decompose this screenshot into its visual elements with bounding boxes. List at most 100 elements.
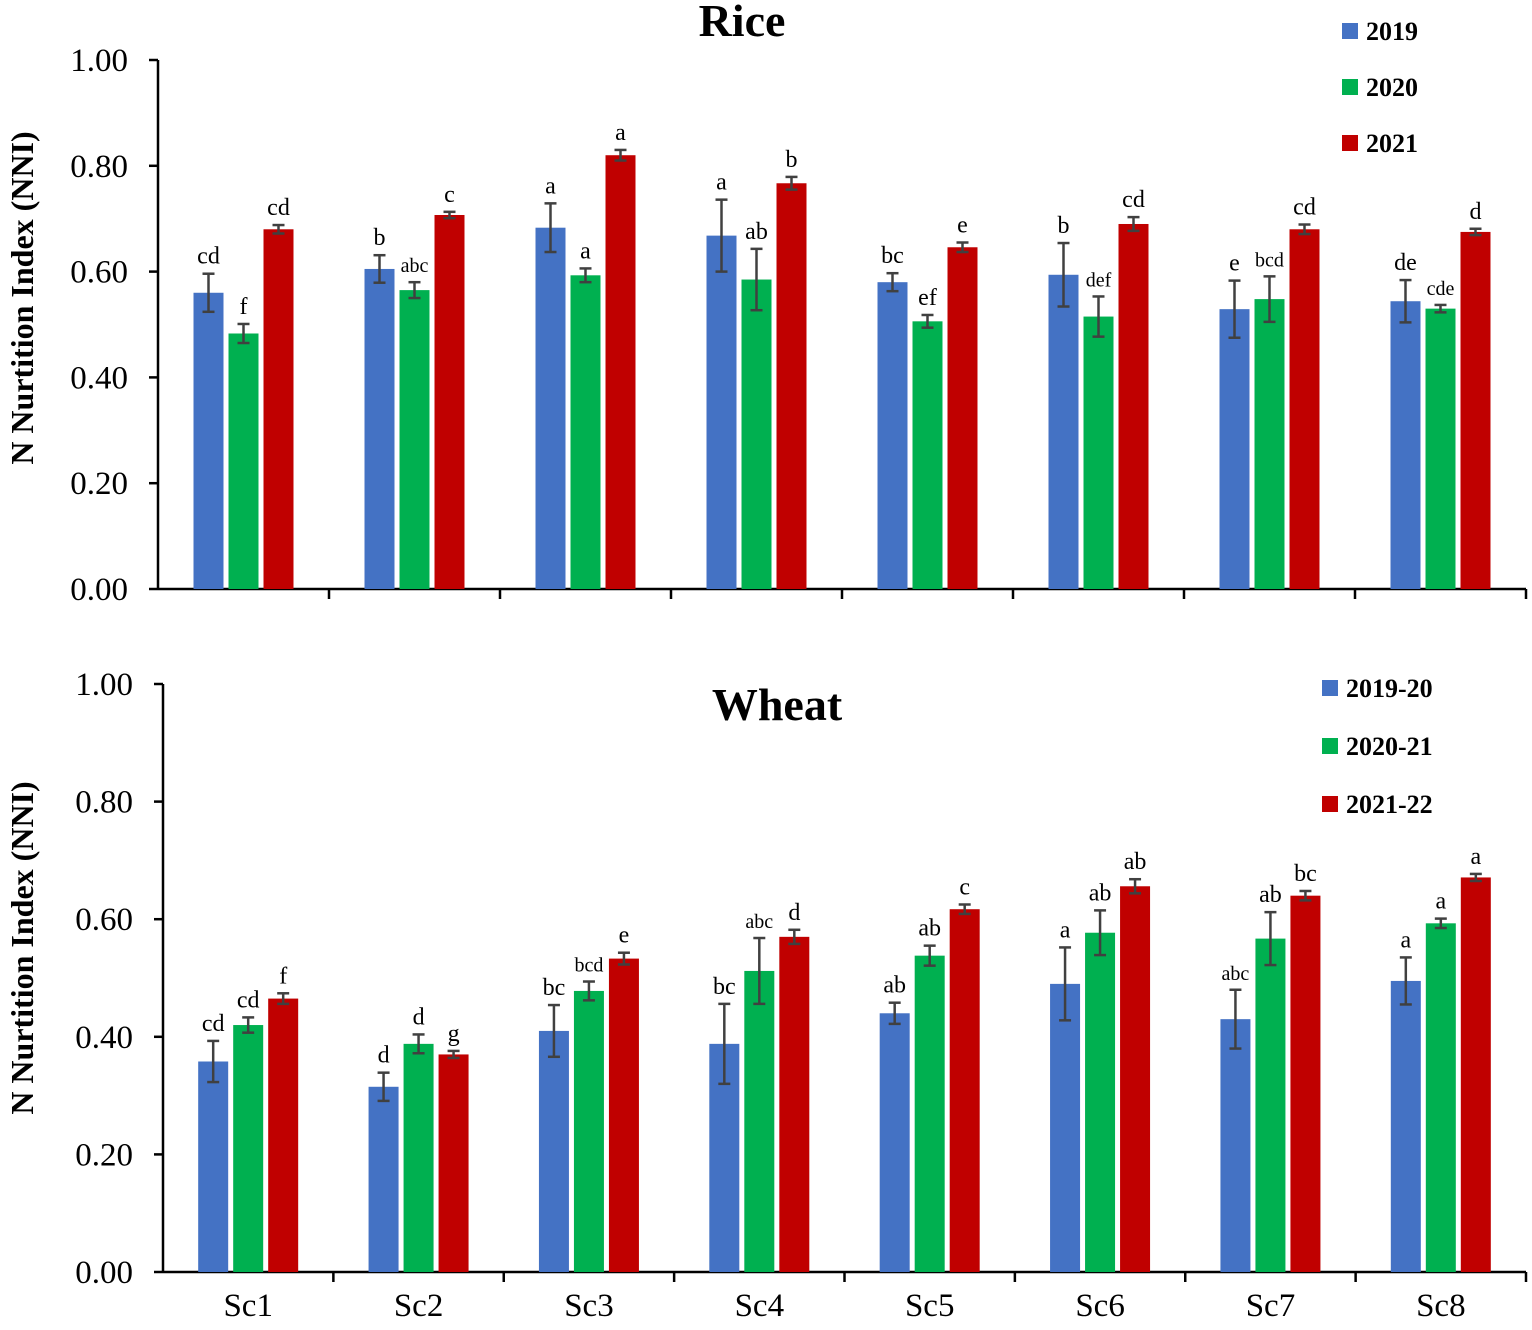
significance-letter: d xyxy=(378,1043,390,1069)
bar xyxy=(1460,231,1491,590)
legend-label: 2019-20 xyxy=(1346,674,1433,703)
y-axis-label: N Nurtition Index (NNI) xyxy=(4,781,40,1114)
y-tick-label: 0.60 xyxy=(75,902,133,938)
y-tick-label: 1.00 xyxy=(75,667,133,703)
y-tick-label: 0.80 xyxy=(75,785,133,821)
y-tick-label: 0.40 xyxy=(70,360,128,396)
bar xyxy=(1048,274,1079,589)
bar xyxy=(706,235,737,590)
bar xyxy=(228,333,259,589)
significance-letter: ef xyxy=(918,285,937,311)
legend-swatch xyxy=(1322,796,1338,812)
significance-letter: a xyxy=(545,173,556,199)
y-tick-label: 0.20 xyxy=(70,466,128,502)
bar xyxy=(364,268,395,589)
significance-letter: cde xyxy=(1427,278,1455,300)
bar xyxy=(1425,923,1456,1272)
bar xyxy=(741,279,772,589)
x-category-label: Sc8 xyxy=(1416,1288,1466,1324)
bar xyxy=(1460,877,1491,1272)
x-category-label: Sc6 xyxy=(1075,1288,1125,1324)
x-category-label: Sc2 xyxy=(394,1288,444,1324)
bar xyxy=(1220,1019,1251,1272)
significance-letter: a xyxy=(1435,889,1446,915)
significance-letter: e xyxy=(957,213,968,239)
bar xyxy=(879,1013,910,1272)
bar xyxy=(912,321,943,589)
significance-letter: de xyxy=(1394,250,1417,276)
legend-label: 2020-21 xyxy=(1346,732,1433,761)
bar xyxy=(368,1086,399,1272)
bar xyxy=(779,936,810,1272)
bar xyxy=(570,275,601,589)
significance-letter: ab xyxy=(883,973,906,999)
bar xyxy=(914,955,945,1272)
bar xyxy=(1085,932,1116,1272)
legend-swatch xyxy=(1322,738,1338,754)
legend-label: 2021 xyxy=(1366,129,1418,158)
x-category-label: Sc7 xyxy=(1246,1288,1296,1324)
y-tick-label: 0.60 xyxy=(70,255,128,291)
significance-letter: ab xyxy=(1259,882,1282,908)
chart-title: Rice xyxy=(699,0,786,46)
significance-letter: ab xyxy=(1089,880,1112,906)
significance-letter: b xyxy=(786,147,798,173)
bar xyxy=(193,292,224,589)
significance-letter: c xyxy=(959,875,970,901)
significance-letter: bc xyxy=(543,975,566,1001)
significance-letter: cd xyxy=(267,195,290,221)
y-tick-label: 0.20 xyxy=(75,1137,133,1173)
significance-letter: c xyxy=(444,182,455,208)
legend-swatch xyxy=(1342,79,1358,95)
plot-area: 0.00 0.20 0.40 0.60 0.80 1.00 Sc1 Sc2 Sc3 Sc4 Sc5 S… xyxy=(75,667,1528,1324)
significance-letter: abc xyxy=(1222,963,1250,985)
significance-letter: d xyxy=(788,900,800,926)
significance-letter: abc xyxy=(401,255,429,277)
legend-swatch xyxy=(1342,23,1358,39)
bar xyxy=(1390,980,1421,1272)
significance-letter: bc xyxy=(713,974,736,1000)
significance-letter: d xyxy=(413,1004,425,1030)
significance-letter: g xyxy=(448,1021,460,1047)
bar xyxy=(1290,895,1321,1272)
x-category-label: Sc3 xyxy=(564,1288,614,1324)
bar xyxy=(947,247,978,590)
significance-letter: bcd xyxy=(1255,249,1284,271)
y-tick-label: 0.00 xyxy=(70,572,128,608)
significance-letter: abc xyxy=(745,911,773,933)
legend-label: 2021-22 xyxy=(1346,790,1433,819)
significance-letter: a xyxy=(1400,927,1411,953)
significance-letter: e xyxy=(1229,251,1240,277)
bar xyxy=(1255,938,1286,1272)
bar xyxy=(608,958,639,1272)
significance-letter: a xyxy=(716,170,727,196)
significance-letter: b xyxy=(1058,213,1070,239)
significance-letter: bcd xyxy=(574,955,603,977)
significance-letter: f xyxy=(240,294,248,320)
bar xyxy=(1083,316,1114,589)
significance-letter: a xyxy=(1470,844,1481,870)
legend-swatch xyxy=(1322,680,1338,696)
significance-letter: a xyxy=(615,120,626,146)
y-tick-label: 0.80 xyxy=(70,149,128,185)
legend-label: 2020 xyxy=(1366,73,1418,102)
bar xyxy=(263,229,294,589)
y-tick-label: 0.40 xyxy=(75,1020,133,1056)
bar xyxy=(233,1025,264,1272)
bar xyxy=(776,183,807,589)
legend-label: 2019 xyxy=(1366,17,1418,46)
bar xyxy=(1289,229,1320,589)
bar xyxy=(538,1030,569,1272)
bar xyxy=(438,1054,469,1272)
significance-letter: cd xyxy=(202,1011,225,1037)
bar xyxy=(1219,309,1250,589)
y-axis-label: N Nurtition Index (NNI) xyxy=(4,131,40,464)
x-category-label: Sc1 xyxy=(223,1288,273,1324)
legend: 2019-20 2020-21 2021-22 xyxy=(1322,674,1433,819)
significance-letter: cd xyxy=(1122,187,1145,213)
significance-letter: bc xyxy=(881,243,904,269)
bar xyxy=(403,1043,434,1272)
y-tick-label: 0.00 xyxy=(75,1255,133,1291)
bar xyxy=(1254,299,1285,589)
